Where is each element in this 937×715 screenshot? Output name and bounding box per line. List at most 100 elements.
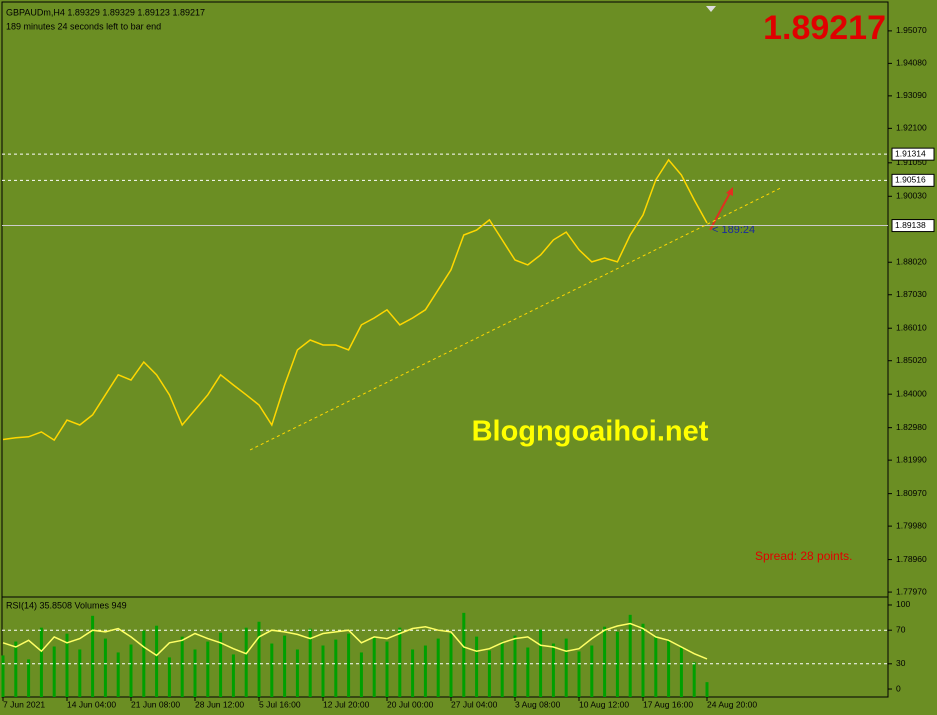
volume-bar (283, 635, 287, 697)
volume-bar (103, 638, 107, 697)
y-tick-label: 1.84000 (896, 388, 927, 398)
price-level-label: 1.91314 (895, 148, 926, 158)
volume-bar (180, 636, 184, 697)
price-line (2, 158, 708, 442)
volume-bar (436, 638, 440, 697)
volume-bar (667, 639, 671, 697)
volume-bar (295, 649, 299, 697)
watermark: Blogngoaihoi.net (472, 416, 709, 448)
volume-bar (603, 626, 607, 697)
volume-bar (398, 627, 402, 697)
volume-bar (231, 654, 235, 697)
volume-bar (52, 646, 56, 697)
frame (1, 1, 889, 698)
x-tick-label: 28 Jun 12:00 (195, 699, 244, 709)
volume-bar (14, 641, 18, 697)
volume-bar (334, 639, 338, 697)
volume-bar (129, 644, 133, 697)
volume-bar (679, 647, 683, 697)
price-level-box (891, 147, 935, 161)
arrow-head (726, 187, 733, 196)
y-tick-label: 1.80970 (896, 488, 927, 498)
x-tick-label: 20 Jul 00:00 (387, 699, 434, 709)
shift-marker (706, 6, 716, 12)
x-tick-label: 24 Aug 20:00 (707, 699, 757, 709)
volume-bar (321, 645, 325, 697)
spread-text: Spread: 28 points. (755, 549, 852, 563)
y-tick-label: 1.79980 (896, 520, 927, 530)
trendline (249, 186, 783, 451)
y-tick-label: 30 (896, 658, 906, 668)
y-tick-label: 1.92100 (896, 123, 927, 133)
volume-bar (513, 635, 517, 697)
volume-bar (270, 643, 274, 697)
bid-price: 1.89217 (763, 9, 886, 47)
volume-bar (78, 649, 82, 697)
volume-bar (167, 657, 171, 697)
y-tick-label: 1.81990 (896, 454, 927, 464)
volume-bar (142, 630, 146, 697)
y-tick-label: 1.85020 (896, 355, 927, 365)
volume-bar (654, 635, 658, 697)
volume-bar (347, 633, 351, 697)
volume-bar (91, 615, 95, 697)
y-tick-label: 1.91050 (896, 157, 927, 167)
price-level-box (891, 219, 935, 233)
volume-bar (526, 647, 530, 697)
price-level-label: 1.89138 (895, 220, 926, 230)
y-tick-label: 100 (896, 599, 910, 609)
y-tick-label: 1.90030 (896, 191, 927, 201)
x-tick-label: 5 Jul 16:00 (259, 699, 301, 709)
volume-bar (692, 662, 696, 697)
y-tick-label: 1.93090 (896, 90, 927, 100)
volume-bar (449, 633, 453, 697)
volume-bar (116, 652, 120, 697)
volume-bar (500, 641, 504, 697)
volume-bar (564, 638, 568, 697)
rsi-line (2, 622, 708, 660)
volume-bar (244, 627, 248, 697)
y-tick-label: 70 (896, 624, 906, 634)
y-tick-label: 1.95070 (896, 25, 927, 35)
volume-bar (411, 649, 415, 697)
x-tick-label: 12 Jul 20:00 (323, 699, 370, 709)
y-tick-label: 1.94080 (896, 58, 927, 68)
volume-bar (359, 652, 363, 697)
volume-bar (423, 645, 427, 697)
volume-bar (590, 645, 594, 697)
volume-bar (615, 631, 619, 697)
volume-bar (577, 651, 581, 697)
volume-bar (705, 682, 709, 697)
x-tick-label: 27 Jul 04:00 (451, 699, 498, 709)
volume-bar (462, 612, 466, 697)
x-tick-label: 17 Aug 16:00 (643, 699, 693, 709)
volume-bar (206, 641, 210, 697)
y-tick-label: 1.88020 (896, 257, 927, 267)
y-tick-label: 1.82980 (896, 422, 927, 432)
y-tick-label: 1.77970 (896, 586, 927, 596)
volume-bar (487, 650, 491, 697)
x-tick-label: 3 Aug 08:00 (515, 699, 561, 709)
y-tick-label: 1.86010 (896, 322, 927, 332)
volume-bar (539, 629, 543, 697)
x-tick-label: 7 Jun 2021 (3, 699, 45, 709)
x-tick-label: 21 Jun 08:00 (131, 699, 180, 709)
x-tick-label: 14 Jun 04:00 (67, 699, 116, 709)
volume-bar (385, 641, 389, 697)
volume-bar (193, 649, 197, 697)
arrow (709, 190, 732, 231)
chart-title: GBPAUDm,H4 1.89329 1.89329 1.89123 1.892… (6, 7, 205, 17)
volume-bar (628, 614, 632, 697)
volume-bar (39, 627, 43, 697)
y-tick-label: 1.78960 (896, 554, 927, 564)
volume-bar (219, 632, 223, 697)
x-tick-label: 10 Aug 12:00 (579, 699, 629, 709)
volume-bar (27, 659, 31, 697)
price-level-box (891, 173, 935, 187)
volume-bar (1, 655, 5, 697)
volume-bar (155, 625, 159, 697)
y-tick-label: 1.87030 (896, 289, 927, 299)
